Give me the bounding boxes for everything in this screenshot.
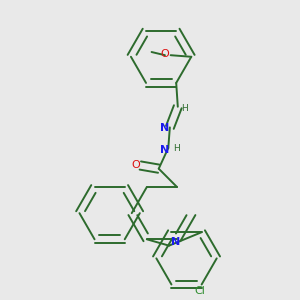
Text: N: N bbox=[160, 123, 169, 133]
Text: O: O bbox=[160, 49, 169, 58]
Text: N: N bbox=[160, 145, 169, 154]
Text: H: H bbox=[173, 143, 180, 152]
Text: N: N bbox=[171, 238, 180, 248]
Text: O: O bbox=[131, 160, 140, 170]
Text: H: H bbox=[182, 104, 188, 113]
Text: Cl: Cl bbox=[195, 286, 206, 296]
